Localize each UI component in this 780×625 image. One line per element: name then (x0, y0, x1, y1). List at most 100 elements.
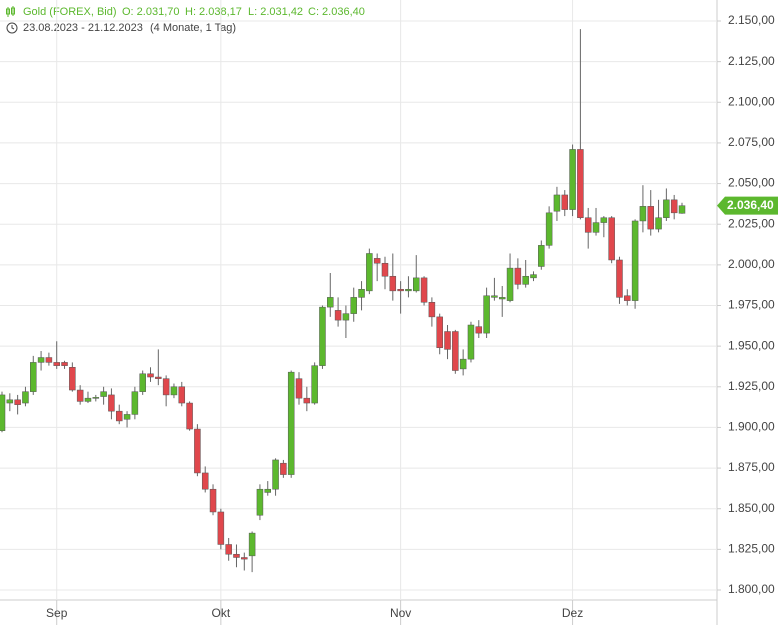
x-tick-label: Sep (46, 606, 68, 620)
candle-body (115, 410, 123, 422)
candle-body (342, 313, 350, 321)
candle-body (147, 373, 154, 378)
candle-body (608, 217, 615, 261)
last-price-label: 2.036,40 (727, 198, 774, 212)
candle-body (655, 217, 662, 230)
y-tick-label: 2.000,00 (728, 257, 775, 271)
candle-body (616, 259, 623, 298)
candle-body (233, 553, 240, 558)
candle-body (413, 277, 420, 292)
candle-body (209, 488, 217, 513)
candle-body (366, 253, 373, 292)
candle-body (600, 217, 608, 223)
header-icon (6, 6, 15, 17)
stat: O: 2.031,70 (122, 6, 180, 18)
candle-body (334, 310, 342, 321)
candle-body (522, 275, 529, 285)
candle-body (561, 194, 569, 210)
candle-body (373, 258, 381, 264)
candle-body (155, 376, 162, 379)
stat: L: 2.031,42 (248, 6, 303, 18)
y-tick-label: 1.875,00 (728, 460, 775, 474)
y-tick-label: 1.850,00 (728, 501, 775, 515)
candle-body (30, 362, 37, 392)
candle-body (280, 462, 287, 475)
candle-body (444, 331, 451, 350)
candle-body (592, 222, 600, 233)
candle-body (506, 267, 514, 301)
candle-body (131, 391, 139, 415)
candle-body (327, 297, 334, 308)
candle-body (467, 324, 475, 360)
candle-body (162, 378, 170, 396)
candle-body (584, 217, 592, 233)
y-tick-label: 2.125,00 (728, 54, 775, 68)
candle-body (61, 362, 68, 366)
stat: H: 2.038,17 (185, 6, 242, 18)
candle-body (287, 371, 295, 475)
candle-body (186, 402, 193, 430)
candle-body (350, 297, 357, 314)
x-tick-label: Okt (212, 606, 231, 620)
candle-body (577, 149, 584, 218)
candle-body (311, 365, 318, 404)
y-tick-label: 1.975,00 (728, 298, 775, 312)
candle-body (538, 245, 545, 267)
candle-body (639, 206, 647, 222)
candle-body (194, 428, 201, 474)
candle-body (670, 199, 678, 214)
candle-body (678, 205, 686, 214)
y-tick-label: 2.025,00 (728, 216, 775, 230)
candle-body (217, 511, 225, 545)
candle-body (123, 414, 131, 420)
candle-body (358, 288, 365, 298)
y-tick-label: 1.800,00 (728, 582, 775, 596)
candle-body (514, 267, 522, 285)
candle-body (225, 544, 232, 555)
candle-body (108, 394, 115, 412)
candle-body (624, 295, 631, 301)
candle-body (178, 386, 186, 404)
candle-body (0, 394, 6, 431)
candle-body (53, 362, 60, 366)
last-price-tag (717, 196, 778, 215)
y-tick-label: 1.950,00 (728, 338, 775, 352)
candle-body (76, 389, 84, 402)
x-tick-label: Nov (390, 606, 411, 620)
candle-body (84, 397, 92, 402)
candle-body (405, 288, 412, 292)
y-tick-label: 1.825,00 (728, 542, 775, 556)
grid (0, 0, 717, 600)
y-tick-label: 1.900,00 (728, 420, 775, 434)
candle-body (569, 149, 576, 210)
candle-body (6, 399, 14, 404)
candle-body (170, 386, 178, 396)
candle-body (241, 557, 248, 560)
duration: (4 Monate, 1 Tag) (150, 22, 236, 34)
candle-body (545, 212, 553, 246)
x-tick-label: Dez (562, 606, 583, 620)
candle-body (303, 397, 311, 404)
y-tick-label: 2.150,00 (728, 13, 775, 27)
candle-body (389, 275, 397, 292)
clock-icon (6, 22, 18, 34)
candle-body (475, 326, 483, 334)
candle-body (491, 295, 498, 298)
candle-body (436, 316, 443, 349)
candle-body (37, 357, 45, 363)
candle-body (69, 367, 76, 391)
candle-body (295, 378, 303, 399)
stat: C: 2.036,40 (308, 6, 365, 18)
candle-body (420, 277, 428, 303)
y-tick-label: 2.075,00 (728, 135, 775, 149)
candle-body (553, 194, 561, 212)
chart-title: Gold (FOREX, Bid) (23, 6, 117, 18)
candle-body (397, 288, 404, 292)
y-tick-label: 1.925,00 (728, 379, 775, 393)
candle-body (663, 199, 670, 218)
candle-body (248, 532, 256, 557)
candle-body (647, 206, 654, 230)
y-tick-label: 2.050,00 (728, 176, 775, 190)
y-tick-label: 2.100,00 (728, 94, 775, 108)
candle-body (498, 297, 506, 300)
